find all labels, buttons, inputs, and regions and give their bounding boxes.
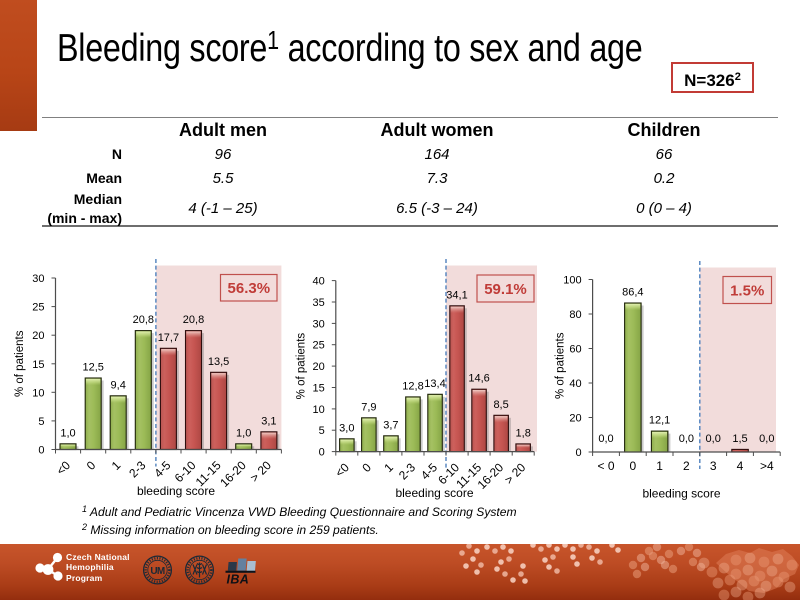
- svg-text:20: 20: [313, 361, 325, 373]
- svg-text:20,8: 20,8: [183, 314, 204, 326]
- svg-text:UM: UM: [150, 566, 165, 577]
- svg-text:3,7: 3,7: [383, 419, 398, 431]
- svg-text:% of patients: % of patients: [555, 332, 567, 399]
- svg-text:0: 0: [359, 460, 374, 475]
- svg-text:0: 0: [38, 445, 44, 457]
- svg-text:<0: <0: [332, 460, 352, 480]
- svg-text:bleeding score: bleeding score: [395, 486, 473, 500]
- svg-text:5: 5: [319, 425, 325, 437]
- svg-text:0,0: 0,0: [706, 433, 721, 445]
- svg-text:1,8: 1,8: [516, 427, 531, 439]
- svg-text:12,8: 12,8: [402, 380, 423, 392]
- svg-text:20: 20: [569, 413, 581, 425]
- svg-text:12,1: 12,1: [649, 415, 670, 427]
- svg-text:40: 40: [569, 378, 581, 390]
- svg-text:25: 25: [313, 340, 325, 352]
- svg-text:1,0: 1,0: [60, 427, 75, 439]
- svg-text:25: 25: [32, 302, 44, 314]
- svg-text:86,4: 86,4: [622, 287, 643, 299]
- svg-text:% of patients: % of patients: [14, 330, 26, 397]
- svg-text:< 0: < 0: [597, 459, 614, 473]
- svg-text:12,5: 12,5: [82, 362, 103, 374]
- svg-text:>4: >4: [760, 459, 774, 473]
- svg-text:0: 0: [629, 459, 636, 473]
- svg-text:3,1: 3,1: [261, 415, 276, 427]
- svg-text:0,0: 0,0: [759, 433, 774, 445]
- svg-text:2-3: 2-3: [396, 460, 418, 482]
- svg-text:2: 2: [683, 459, 690, 473]
- svg-text:1.5%: 1.5%: [730, 283, 764, 300]
- svg-text:10: 10: [32, 387, 44, 399]
- svg-text:56.3%: 56.3%: [228, 280, 271, 297]
- svg-text:15: 15: [313, 383, 325, 395]
- svg-text:14,6: 14,6: [468, 373, 489, 385]
- svg-text:0: 0: [575, 447, 581, 459]
- svg-text:30: 30: [313, 318, 325, 330]
- svg-text:> 20: > 20: [502, 460, 529, 487]
- svg-text:0: 0: [84, 458, 99, 473]
- svg-text:bleeding score: bleeding score: [642, 487, 720, 501]
- svg-text:17,7: 17,7: [158, 332, 179, 344]
- svg-text:30: 30: [32, 273, 44, 285]
- svg-text:100: 100: [563, 275, 581, 287]
- svg-text:0,0: 0,0: [598, 433, 613, 445]
- svg-text:5: 5: [38, 416, 44, 428]
- svg-text:<0: <0: [54, 458, 74, 478]
- svg-text:0: 0: [319, 447, 325, 459]
- svg-text:40: 40: [313, 276, 325, 288]
- svg-text:80: 80: [569, 309, 581, 321]
- svg-text:> 20: > 20: [247, 458, 274, 485]
- svg-text:20: 20: [32, 330, 44, 342]
- svg-text:% of patients: % of patients: [296, 333, 308, 400]
- svg-text:35: 35: [313, 297, 325, 309]
- svg-text:9,4: 9,4: [111, 379, 126, 391]
- svg-text:0,0: 0,0: [679, 433, 694, 445]
- svg-text:13,4: 13,4: [424, 378, 445, 390]
- svg-text:2-3: 2-3: [126, 458, 148, 480]
- svg-text:IBA: IBA: [227, 572, 250, 586]
- svg-text:1: 1: [109, 458, 124, 473]
- svg-text:60: 60: [569, 344, 581, 356]
- svg-text:34,1: 34,1: [446, 289, 467, 301]
- svg-text:10: 10: [313, 404, 325, 416]
- svg-text:16-20: 16-20: [217, 458, 249, 490]
- svg-text:4-5: 4-5: [151, 458, 173, 480]
- svg-text:13,5: 13,5: [208, 356, 229, 368]
- svg-text:1,0: 1,0: [236, 427, 251, 439]
- svg-text:1,5: 1,5: [732, 433, 747, 445]
- svg-text:7,9: 7,9: [361, 401, 376, 413]
- svg-text:59.1%: 59.1%: [484, 281, 527, 298]
- svg-text:8,5: 8,5: [493, 399, 508, 411]
- svg-text:1: 1: [381, 460, 396, 475]
- svg-text:20,8: 20,8: [133, 314, 154, 326]
- svg-text:1: 1: [656, 459, 663, 473]
- svg-text:3,0: 3,0: [339, 422, 354, 434]
- svg-text:15: 15: [32, 359, 44, 371]
- svg-text:4: 4: [737, 459, 744, 473]
- svg-text:bleeding score: bleeding score: [137, 484, 215, 498]
- svg-text:3: 3: [710, 459, 717, 473]
